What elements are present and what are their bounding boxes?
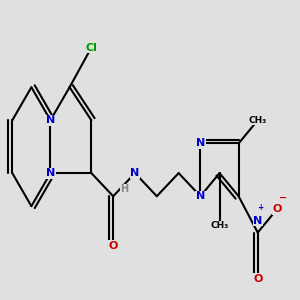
Text: Cl: Cl bbox=[85, 43, 97, 52]
Text: N: N bbox=[130, 168, 140, 178]
Text: O: O bbox=[109, 241, 118, 251]
Text: +: + bbox=[257, 203, 263, 212]
Text: N: N bbox=[46, 168, 55, 178]
Text: CH₃: CH₃ bbox=[249, 116, 267, 125]
Text: N: N bbox=[196, 138, 205, 148]
Text: H: H bbox=[121, 184, 129, 194]
Text: O: O bbox=[272, 204, 281, 214]
Text: −: − bbox=[279, 193, 287, 202]
Text: N: N bbox=[196, 191, 205, 201]
Text: O: O bbox=[253, 274, 262, 284]
Text: CH₃: CH₃ bbox=[210, 221, 229, 230]
Text: N: N bbox=[253, 216, 262, 226]
Text: N: N bbox=[46, 115, 55, 125]
